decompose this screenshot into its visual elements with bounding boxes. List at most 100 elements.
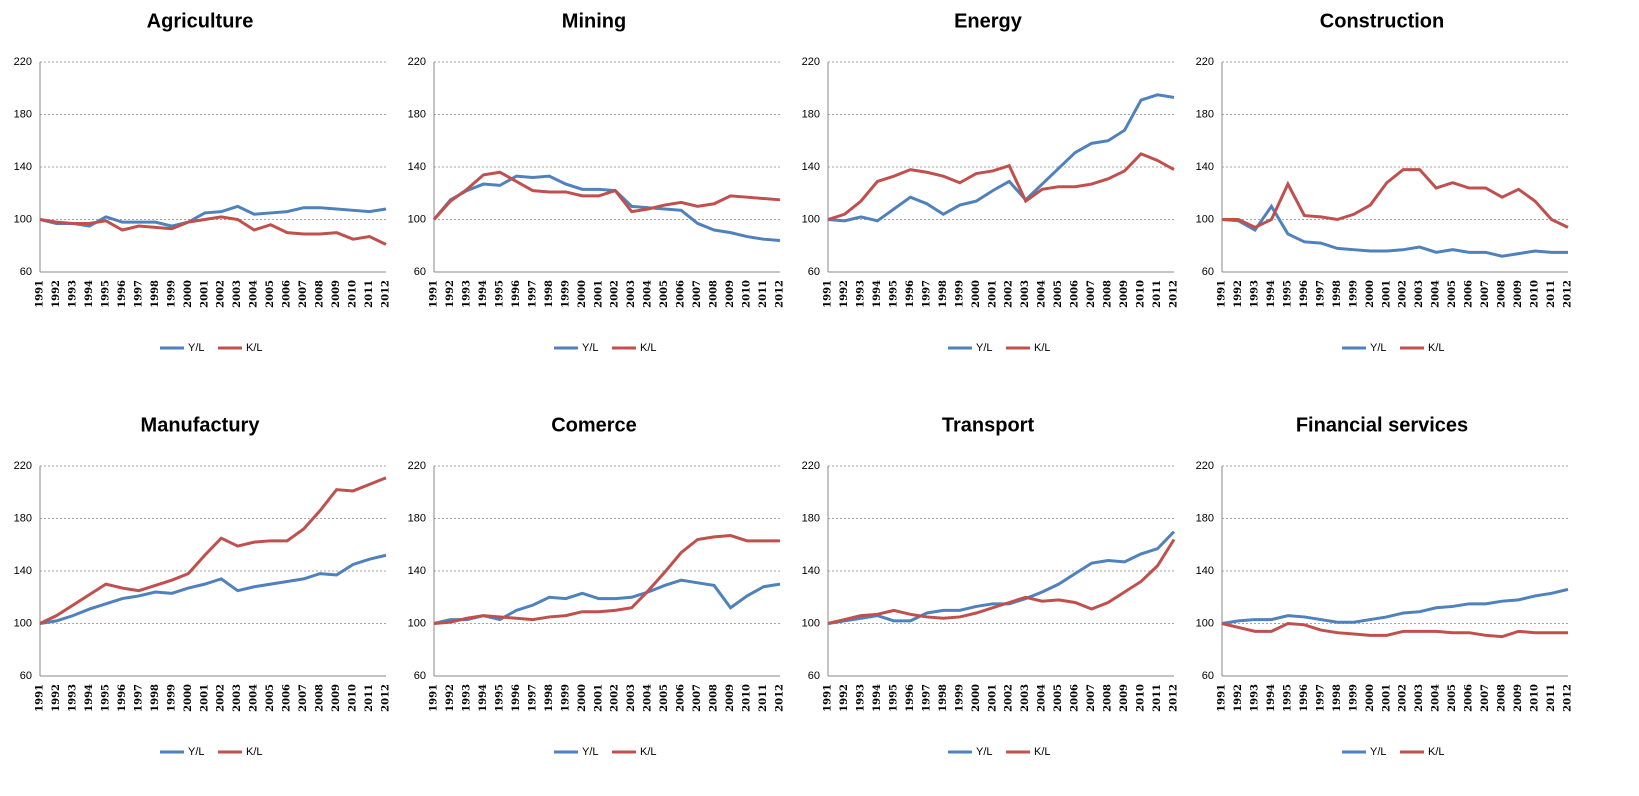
legend-label: K/L	[640, 342, 657, 354]
x-tick-label: 2005	[1447, 684, 1458, 712]
y-tick-label: 220	[408, 56, 426, 68]
x-tick-label: 2006	[282, 280, 293, 308]
x-tick-label: 2006	[1070, 684, 1081, 712]
x-tick-label: 1997	[527, 280, 538, 308]
x-tick-label: 2009	[331, 684, 342, 712]
y-tick-label: 60	[20, 266, 32, 278]
x-tick-label: 2005	[659, 684, 670, 712]
x-tick-label: 2008	[709, 684, 720, 712]
x-tick-label: 2005	[1053, 280, 1064, 308]
chart-title: Agriculture	[147, 10, 254, 32]
chart-title: Transport	[942, 414, 1035, 436]
x-tick-label: 1995	[1282, 280, 1293, 308]
x-tick-label: 2003	[1414, 684, 1425, 712]
y-tick-label: 180	[802, 512, 820, 524]
y-tick-label: 220	[14, 460, 32, 472]
x-tick-label: 1997	[921, 684, 932, 712]
x-tick-label: 2000	[183, 684, 194, 712]
x-tick-label: 2010	[348, 280, 359, 308]
x-tick-label: 2007	[1480, 684, 1491, 712]
x-tick-label: 2005	[1447, 280, 1458, 308]
x-tick-label: 2012	[1169, 280, 1180, 308]
x-tick-label: 2001	[199, 280, 210, 308]
series-line	[432, 174, 781, 242]
x-tick-label: 2007	[298, 684, 309, 712]
x-tick-label: 1995	[494, 280, 505, 308]
x-tick-label: 2011	[1152, 280, 1163, 308]
x-tick-label: 2000	[971, 684, 982, 712]
x-tick-label: 1995	[494, 684, 505, 712]
x-tick-label: 1992	[51, 684, 62, 712]
x-tick-label: 1994	[872, 280, 883, 308]
x-tick-label: 1999	[166, 280, 177, 308]
legend-label: Y/L	[188, 746, 205, 758]
x-tick-label: 1996	[1299, 684, 1310, 712]
x-tick-label: 2006	[1464, 280, 1475, 308]
x-tick-label: 1993	[67, 280, 78, 308]
x-tick-label: 1996	[905, 280, 916, 308]
legend-label: K/L	[1428, 746, 1445, 758]
x-tick-label: 2002	[610, 684, 621, 712]
x-tick-label: 2009	[725, 280, 736, 308]
x-tick-label: 2006	[282, 684, 293, 712]
x-tick-label: 2001	[987, 684, 998, 712]
legend-label: Y/L	[188, 342, 205, 354]
y-tick-label: 140	[14, 565, 32, 577]
y-tick-label: 140	[1196, 565, 1214, 577]
x-tick-label: 2008	[315, 280, 326, 308]
x-tick-label: 2005	[1053, 684, 1064, 712]
x-tick-label: 2007	[1086, 684, 1097, 712]
chart-title: Construction	[1320, 10, 1444, 32]
x-tick-label: 2002	[1004, 280, 1015, 308]
chart-panel: Transport 60 100 140 180 220 1991 1992 1993 1994 1…	[802, 414, 1180, 758]
x-tick-label: 1997	[1315, 684, 1326, 712]
chart-panel: Financial services 60 100 140 180 220 1991 1992…	[1196, 414, 1574, 758]
x-tick-label: 2004	[249, 684, 260, 712]
x-tick-label: 2011	[758, 280, 769, 308]
x-tick-label: 1996	[1299, 280, 1310, 308]
x-tick-label: 2003	[232, 684, 243, 712]
series-line	[39, 553, 387, 625]
x-tick-label: 2007	[1480, 280, 1491, 308]
y-tick-label: 100	[408, 213, 426, 225]
x-tick-label: 1999	[560, 280, 571, 308]
chart-panel: Comerce 60 100 140 180 220 1991 1992 1993 1994 199…	[408, 414, 786, 758]
x-tick-label: 2004	[643, 280, 654, 308]
x-tick-label: 2006	[1464, 684, 1475, 712]
x-tick-label: 1994	[872, 684, 883, 712]
x-tick-label: 2010	[1136, 684, 1147, 712]
x-tick-label: 2009	[1119, 280, 1130, 308]
x-tick-label: 1993	[67, 684, 78, 712]
x-tick-label: 2010	[742, 684, 753, 712]
x-tick-label: 1994	[84, 684, 95, 712]
legend-label: Y/L	[1370, 746, 1387, 758]
x-tick-label: 2010	[348, 684, 359, 712]
x-tick-label: 2005	[265, 280, 276, 308]
x-tick-label: 1998	[150, 684, 161, 712]
x-tick-label: 1998	[1332, 684, 1343, 712]
x-tick-label: 2007	[298, 280, 309, 308]
x-tick-label: 2001	[1381, 684, 1392, 712]
x-tick-label: 1997	[921, 280, 932, 308]
x-tick-label: 2002	[216, 684, 227, 712]
x-tick-label: 1998	[938, 684, 949, 712]
x-tick-label: 2002	[216, 280, 227, 308]
y-tick-label: 180	[802, 108, 820, 120]
y-tick-label: 140	[1196, 161, 1214, 173]
x-tick-label: 1996	[511, 280, 522, 308]
x-tick-label: 1999	[166, 684, 177, 712]
y-tick-label: 100	[802, 617, 820, 629]
x-tick-label: 1995	[100, 684, 111, 712]
legend-label: K/L	[1034, 342, 1051, 354]
x-tick-label: 2000	[577, 684, 588, 712]
y-tick-label: 180	[408, 512, 426, 524]
x-tick-label: 1992	[839, 280, 850, 308]
y-tick-label: 140	[408, 161, 426, 173]
x-tick-label: 2012	[381, 280, 392, 308]
x-tick-label: 2008	[1497, 684, 1508, 712]
x-tick-label: 2009	[1119, 684, 1130, 712]
chart-title: Financial services	[1296, 414, 1468, 436]
legend-label: K/L	[246, 342, 263, 354]
x-tick-label: 2003	[1020, 280, 1031, 308]
x-tick-label: 2011	[364, 684, 375, 712]
